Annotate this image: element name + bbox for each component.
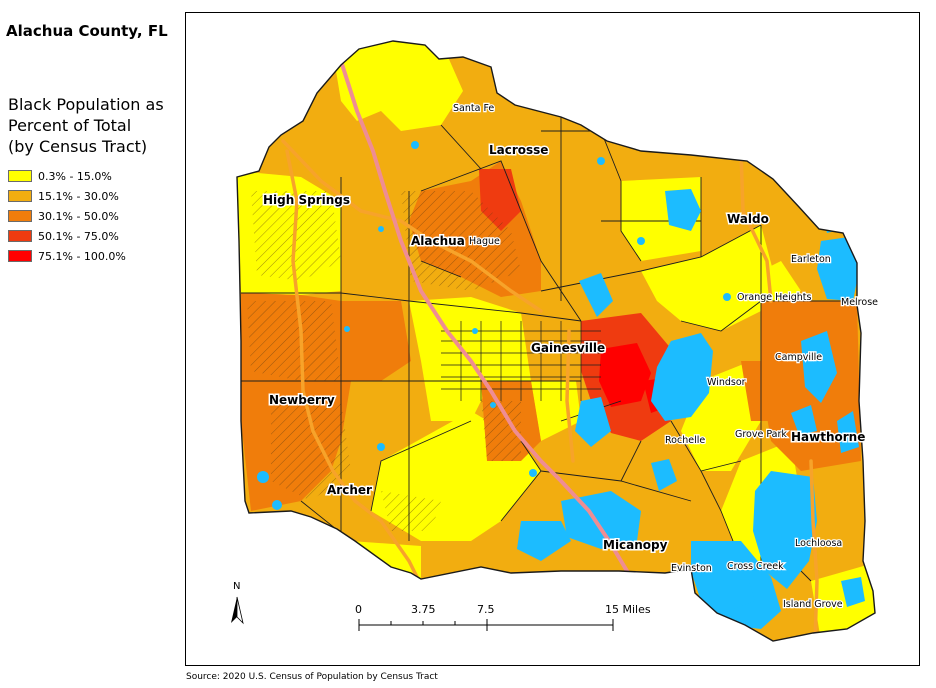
wetland-icon: [837, 411, 859, 453]
scale-label: 3.75: [411, 603, 436, 616]
pond-icon: [411, 141, 419, 149]
pond-icon: [472, 328, 478, 334]
wetland-icon: [821, 207, 843, 233]
map-frame: High Springs Alachua Lacrosse Waldo Gain…: [185, 12, 920, 666]
tract-low: [331, 41, 463, 131]
gainesville-streets: [441, 321, 601, 401]
city-label-waldo: Waldo: [727, 212, 769, 226]
legend-label: 15.1% - 30.0%: [38, 189, 119, 203]
legend-item: 30.1% - 50.0%: [8, 206, 126, 226]
legend: 0.3% - 15.0% 15.1% - 30.0% 30.1% - 50.0%…: [8, 166, 126, 266]
lake-santa-fe-icon: [817, 237, 859, 301]
hatch-area: [247, 301, 341, 381]
paynes-prairie-icon: [561, 491, 641, 549]
city-label-archer: Archer: [327, 483, 372, 497]
city-label-lacrosse: Lacrosse: [489, 143, 548, 157]
north-arrow: N: [231, 581, 244, 625]
wetland-icon: [841, 577, 865, 607]
legend-swatch: [8, 230, 32, 242]
place-label-santa-fe: Santa Fe: [453, 103, 494, 114]
tract-low: [641, 225, 781, 331]
wetland-icon: [801, 331, 837, 403]
wetland-icon: [651, 459, 677, 491]
pond-icon: [378, 226, 384, 232]
legend-title-line: Percent of Total: [8, 116, 132, 135]
north-arrow-icon: [231, 597, 237, 623]
place-label-earleton: Earleton: [791, 254, 831, 265]
lake-newnans-icon: [651, 333, 713, 421]
highways: [281, 139, 819, 641]
water-bodies: [257, 141, 865, 629]
lake-lochloosa-icon: [753, 471, 817, 589]
place-label-windsor: Windsor: [707, 377, 746, 388]
legend-title-line: (by Census Tract): [8, 137, 148, 156]
legend-title-line: Black Population as: [8, 95, 164, 114]
pond-icon: [272, 500, 282, 510]
pond-icon: [344, 326, 350, 332]
county-outline: [236, 40, 876, 642]
place-label-melrose: Melrose: [841, 297, 878, 308]
legend-item: 75.1% - 100.0%: [8, 246, 126, 266]
county-map: High Springs Alachua Lacrosse Waldo Gain…: [231, 40, 879, 642]
interstate-75: [339, 59, 629, 573]
pond-icon: [723, 293, 731, 301]
legend-swatch: [8, 190, 32, 202]
city-label-newberry: Newberry: [269, 393, 335, 407]
tract-low: [741, 261, 801, 301]
hatch-area: [401, 191, 521, 291]
legend-label: 30.1% - 50.0%: [38, 209, 119, 223]
legend-swatch: [8, 170, 32, 182]
city-label-hawthorne: Hawthorne: [791, 430, 865, 444]
wetland-icon: [721, 575, 755, 609]
place-label-orange-heights: Orange Heights: [737, 292, 812, 303]
legend-title: Black Population as Percent of Total (by…: [8, 94, 180, 157]
legend-swatch: [8, 250, 32, 262]
pond-icon: [377, 443, 385, 451]
legend-swatch: [8, 210, 32, 222]
wetland-icon: [665, 189, 701, 231]
scale-bar: 0 3.75 7.5 15 Miles: [355, 603, 651, 631]
hatch-area: [481, 401, 521, 461]
place-label-cross-creek: Cross Creek: [727, 561, 784, 572]
scale-label: 7.5: [477, 603, 495, 616]
north-arrow-icon: [236, 596, 244, 625]
wetland-icon: [791, 405, 817, 435]
legend-item: 15.1% - 30.0%: [8, 186, 126, 206]
pond-icon: [490, 402, 496, 408]
hatch-area: [381, 491, 441, 531]
tract-mid: [741, 361, 771, 421]
place-label-grove-park: Grove Park: [735, 429, 787, 440]
pond-icon: [637, 237, 645, 245]
hatch-area: [271, 401, 351, 501]
place-label-evinston: Evinston: [671, 563, 712, 574]
city-label-gainesville: Gainesville: [531, 341, 605, 355]
wetland-icon: [517, 521, 571, 561]
place-label-campville: Campville: [775, 352, 822, 363]
source-note: Source: 2020 U.S. Census of Population b…: [186, 672, 438, 682]
tract-highest: [599, 343, 651, 407]
legend-item: 0.3% - 15.0%: [8, 166, 126, 186]
place-label-hague: Hague: [469, 236, 500, 247]
legend-label: 50.1% - 75.0%: [38, 229, 119, 243]
city-label-high-springs: High Springs: [263, 193, 350, 207]
legend-item: 50.1% - 75.0%: [8, 226, 126, 246]
pond-icon: [257, 471, 269, 483]
scale-label: 15 Miles: [605, 603, 651, 616]
scale-label: 0: [355, 603, 362, 616]
city-label-alachua: Alachua: [411, 234, 465, 248]
north-label: N: [233, 581, 240, 592]
place-label-rochelle: Rochelle: [665, 435, 705, 446]
place-label-lochloosa: Lochloosa: [795, 538, 842, 549]
legend-label: 0.3% - 15.0%: [38, 169, 112, 183]
wetland-icon: [579, 273, 613, 317]
page-title: Alachua County, FL: [6, 22, 168, 40]
pond-icon: [597, 157, 605, 165]
place-label-island-grove: Island Grove: [783, 599, 843, 610]
legend-label: 75.1% - 100.0%: [38, 249, 126, 263]
pond-icon: [529, 469, 537, 477]
wetland-icon: [575, 397, 611, 447]
city-label-micanopy: Micanopy: [603, 538, 668, 552]
